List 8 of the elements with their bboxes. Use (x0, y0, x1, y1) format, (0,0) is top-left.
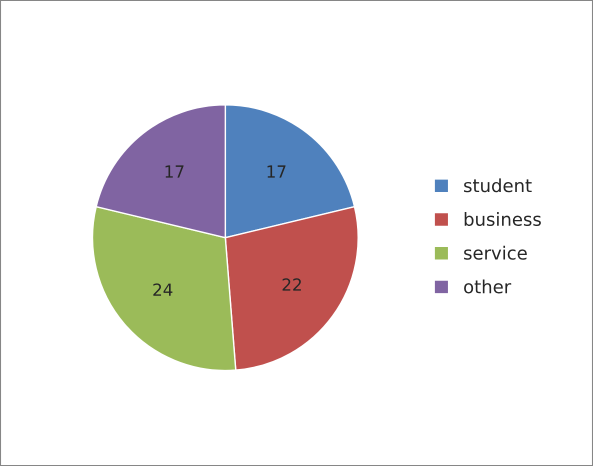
data-label: 17 (166, 165, 184, 178)
legend-label: student (464, 178, 532, 192)
legend-label: service (464, 246, 527, 260)
data-label: 24 (153, 283, 172, 296)
legend-label: business (464, 212, 541, 226)
legend-label: other (464, 280, 512, 294)
data-label: 22 (282, 278, 301, 291)
data-label: 17 (268, 165, 286, 178)
